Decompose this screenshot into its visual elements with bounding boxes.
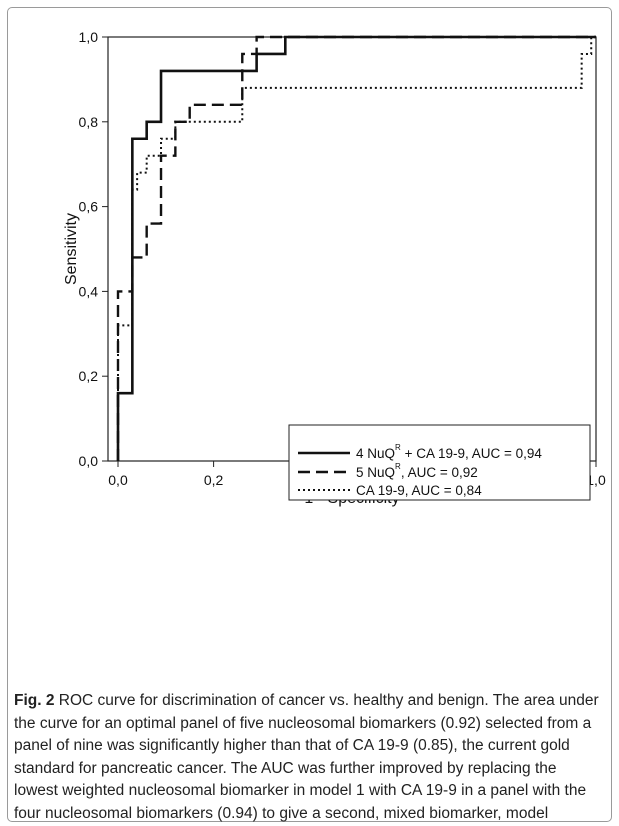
figure-caption: Fig. 2 ROC curve for discrimination of c… [14, 690, 599, 825]
legend-label-3: CA 19-9, AUC = 0,84 [356, 483, 482, 498]
plot-area-border [107, 36, 597, 462]
series-line-dashed [116, 35, 596, 461]
x-tick-label: 0,0 [108, 472, 128, 488]
axis-ticks: 0,00,20,40,60,81,00,00,20,40,60,81,0 [79, 29, 606, 488]
caption-label: Fig. 2 [14, 692, 55, 709]
y-tick-label: 0,6 [79, 199, 99, 215]
y-tick-label: 0,2 [79, 368, 99, 384]
legend-label-1: 4 NuQR + CA 19-9, AUC = 0,94 [356, 443, 542, 461]
roc-chart: 0,00,20,40,60,81,00,00,20,40,60,81,0 1 -… [63, 29, 606, 507]
caption-text: ROC curve for discrimination of cancer v… [14, 692, 599, 822]
series-line-dotted [117, 36, 596, 461]
y-tick-label: 1,0 [79, 29, 99, 45]
x-tick-label: 1,0 [586, 472, 606, 488]
y-tick-label: 0,0 [79, 453, 99, 469]
y-tick-label: 0,4 [79, 283, 99, 299]
y-tick-label: 0,8 [79, 114, 99, 130]
legend-box [288, 424, 591, 501]
series-lines [116, 35, 596, 461]
x-tick-label: 0,2 [204, 472, 224, 488]
legend-label-2: 5 NuQR, AUC = 0,92 [356, 462, 478, 480]
legend: 4 NuQR + CA 19-9, AUC = 0,94 5 NuQR, AUC… [288, 424, 591, 501]
y-axis-label: Sensitivity [63, 213, 80, 285]
series-line-solid [116, 35, 596, 461]
